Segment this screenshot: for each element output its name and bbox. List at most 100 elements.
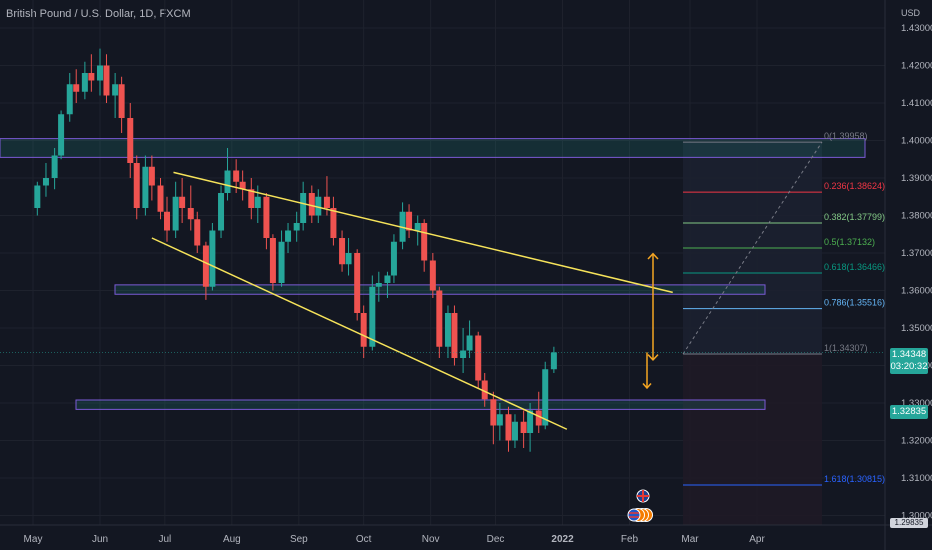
candle-body — [127, 118, 134, 163]
candle-body — [460, 350, 467, 358]
candle-body — [88, 73, 95, 81]
candle-body — [451, 313, 458, 358]
y-tick-label: 1.37000 — [901, 248, 932, 259]
candle-body — [172, 196, 179, 231]
candle-body — [323, 196, 330, 208]
candle-body — [97, 65, 103, 81]
pullback-arrow-head — [642, 383, 652, 390]
upper-resistance-zone — [0, 138, 866, 158]
candle-body — [42, 178, 49, 186]
y-tick-label: 1.32000 — [901, 436, 932, 447]
x-tick-label: Dec — [487, 534, 505, 545]
candle-body — [384, 275, 391, 283]
fib-label-0.382: 0.382(1.37799) — [824, 212, 885, 222]
candle-body — [475, 335, 482, 381]
candle-body — [421, 223, 428, 261]
candle-body — [285, 230, 292, 242]
y-tick-label: 1.33000 — [901, 398, 932, 409]
candle-body — [194, 219, 201, 246]
y-tick-label: 1.35000 — [901, 323, 932, 334]
chart-title: British Pound / U.S. Dollar, 1D, FXCM — [6, 8, 191, 20]
y-tick-label: 1.31000 — [901, 473, 932, 484]
candle-body — [466, 335, 473, 351]
candle-body — [164, 211, 170, 231]
x-tick-label: 2022 — [551, 534, 574, 545]
candle-body — [187, 208, 194, 220]
x-tick-label: Mar — [681, 534, 699, 545]
projection-arrow-head-up — [647, 252, 659, 260]
x-tick-label: Apr — [749, 534, 765, 545]
candle-body — [239, 181, 246, 190]
y-tick-label: 1.41000 — [901, 98, 932, 109]
fib-label-0.236: 0.236(1.38624) — [824, 181, 885, 191]
candle-body — [133, 163, 140, 208]
x-tick-label: Oct — [356, 534, 372, 545]
x-tick-label: Jul — [158, 534, 171, 545]
candle-body — [51, 155, 58, 178]
fib-label-1: 1(1.34307) — [824, 343, 868, 353]
candle-body — [308, 193, 315, 216]
candle-body — [157, 185, 164, 212]
candle-body — [315, 196, 322, 216]
candle-body — [550, 352, 557, 370]
channel-lower — [151, 237, 568, 430]
candle-body — [360, 313, 367, 347]
candle-body — [436, 290, 443, 347]
x-tick-label: Feb — [621, 534, 639, 545]
x-tick-label: Jun — [92, 534, 108, 545]
candle-body — [263, 196, 270, 238]
x-tick-label: Nov — [422, 534, 440, 545]
x-tick-label: Sep — [290, 534, 308, 545]
candle-body — [345, 253, 352, 265]
fib-label-0: 0(1.39958) — [824, 131, 868, 141]
fib-label-0.5: 0.5(1.37132) — [824, 237, 875, 247]
candle-body — [293, 223, 300, 231]
candle-body — [148, 166, 155, 186]
y-tick-label: 1.39000 — [901, 173, 932, 184]
y-tick-label: 1.43000 — [901, 23, 932, 34]
y-tick-label: 1.42000 — [901, 61, 932, 72]
candle-body — [505, 414, 512, 441]
candle-body — [218, 193, 225, 231]
candle-body — [527, 410, 534, 433]
candle-body — [369, 286, 376, 347]
fib-label-1.618: 1.618(1.30815) — [824, 474, 885, 484]
projection-arrow-head-down — [647, 354, 659, 361]
candle-body — [202, 245, 209, 287]
candle-body — [511, 421, 518, 441]
fib-label-0.786: 0.786(1.35516) — [824, 298, 885, 308]
y-tick-label: 1.30000 — [901, 511, 932, 522]
candle-body — [414, 223, 421, 231]
candle-body — [535, 410, 542, 426]
candle-body — [444, 313, 451, 347]
candle-body — [112, 84, 119, 96]
candle-body — [339, 238, 346, 265]
candle-body — [58, 114, 65, 156]
candle-body — [390, 241, 397, 276]
candle-body — [429, 260, 436, 291]
candle-body — [66, 84, 73, 115]
currency-label: USD — [900, 8, 920, 18]
candle-body — [481, 380, 488, 400]
candle-body — [179, 196, 186, 208]
current-price-badge: 1.34348 03:20:32 — [890, 348, 928, 374]
candle-body — [118, 84, 125, 118]
fib-zone-lower — [683, 353, 822, 525]
candle-body — [490, 399, 497, 426]
candle-body — [269, 238, 276, 283]
candle-body — [103, 65, 110, 96]
candle-body — [406, 211, 413, 231]
candle-body — [209, 230, 216, 287]
current-price-value: 1.34348 — [891, 349, 927, 360]
candle-body — [34, 185, 41, 208]
y-tick-label: 1.40000 — [901, 136, 932, 147]
bar-countdown: 03:20:32 — [890, 361, 928, 372]
candle-body — [496, 414, 503, 426]
fib-label-0.618: 0.618(1.36466) — [824, 262, 885, 272]
candle-body — [248, 189, 255, 208]
candle-body — [142, 166, 149, 208]
event-flag-us-icon[interactable] — [627, 508, 653, 522]
event-flag-gb-icon[interactable] — [636, 489, 650, 503]
candle-body — [278, 241, 285, 283]
